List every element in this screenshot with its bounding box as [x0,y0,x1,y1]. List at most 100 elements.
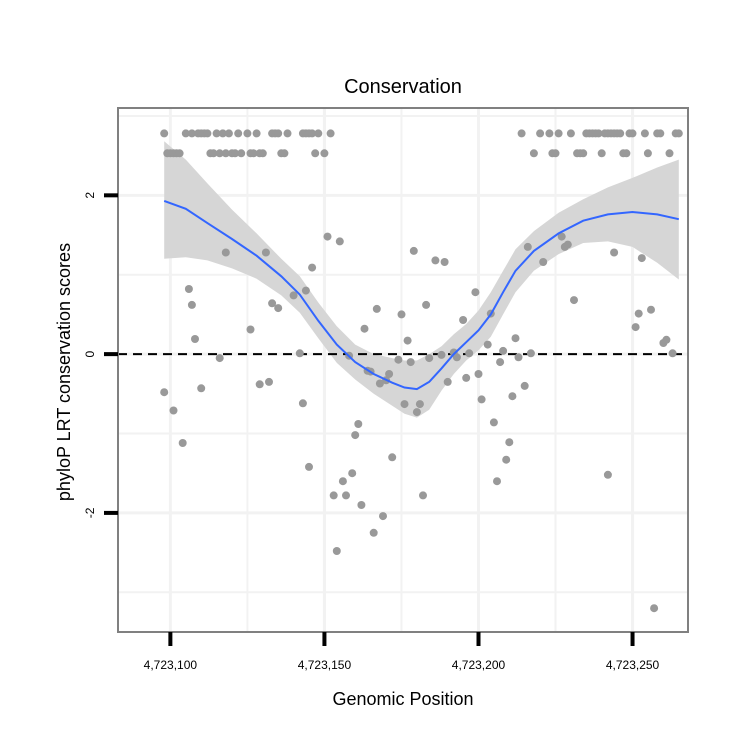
data-point-39 [311,149,320,158]
data-point-55 [265,377,273,386]
data-point-83 [385,370,394,378]
data-point-86 [397,310,406,319]
data-point-116 [508,392,517,401]
data-point-48 [191,335,199,343]
data-point-94 [422,300,431,309]
data-point-133 [566,129,575,138]
data-point-102 [459,316,468,324]
data-point-42 [326,129,335,138]
x-axis: 4,723,100 4,723,150 4,723,200 4,723,250 [144,632,660,672]
data-point-73 [354,420,363,428]
data-point-117 [511,334,520,343]
data-point-60 [298,399,307,408]
data-point-87 [400,400,409,409]
data-point-51 [221,248,230,257]
data-point-114 [502,455,511,464]
data-point-104 [465,349,474,358]
data-point-162 [656,129,665,138]
data-point-56 [268,299,277,308]
data-point-33 [280,149,289,158]
data-point-128 [551,149,560,158]
data-point-99 [443,377,452,386]
data-point-97 [437,350,446,359]
data-point-160 [650,604,659,613]
data-point-38 [308,129,317,138]
data-point-16 [218,129,227,138]
smooth-curve-layer [163,199,680,391]
data-point-23 [243,129,252,138]
data-point-103 [462,373,471,382]
data-point-43 [160,388,169,397]
data-point-18 [224,129,233,138]
points-layer [160,129,683,613]
x-tick-label-3: 4,723,250 [606,658,660,672]
plot-panel-border [117,107,689,633]
data-point-6 [181,129,190,138]
confidence-ribbon [164,141,679,418]
data-point-53 [255,380,264,389]
data-point-44 [169,406,178,415]
data-point-164 [662,335,671,344]
data-point-14 [212,129,221,138]
data-point-81 [379,512,387,521]
data-point-63 [308,263,317,272]
data-point-26 [252,129,261,138]
data-point-166 [668,349,677,358]
data-point-157 [640,129,649,138]
data-point-170 [610,248,619,257]
x-tick-label-2: 4,723,200 [452,658,506,672]
data-point-31 [274,129,283,138]
data-point-67 [335,237,344,246]
data-point-123 [517,129,526,138]
data-point-96 [431,256,440,265]
data-point-74 [357,501,366,509]
data-point-129 [554,129,563,138]
data-point-52 [246,325,255,334]
data-point-13 [209,149,218,158]
data-point-61 [301,286,310,295]
data-point-47 [187,300,196,309]
data-point-21 [234,129,243,138]
x-tick-label-1: 4,723,150 [298,658,352,672]
data-point-151 [622,149,631,158]
data-point-84 [388,453,397,462]
data-point-91 [412,408,421,417]
data-point-89 [406,358,415,367]
data-point-85 [394,355,403,364]
data-point-111 [493,477,501,486]
data-point-90 [409,246,418,255]
data-point-165 [665,149,674,158]
data-point-118 [514,353,523,362]
data-point-115 [505,438,514,447]
data-point-25 [249,149,258,158]
x-axis-title: Genomic Position [332,689,473,709]
data-point-92 [415,400,424,409]
data-point-66 [332,547,341,555]
y-axis: -2 0 2 [83,192,118,518]
data-point-20 [231,149,240,158]
data-point-105 [471,288,480,297]
data-point-122 [529,149,538,158]
chart-title: Conservation [344,76,462,98]
data-point-65 [329,491,338,500]
data-point-64 [323,232,332,241]
data-point-106 [474,370,483,378]
data-point-107 [477,395,486,404]
data-point-95 [425,354,434,363]
data-point-98 [440,258,449,266]
y-axis-title: phyloP LRT conservation scores [54,243,74,501]
y-tick-label-2: 2 [83,192,97,199]
data-point-113 [499,346,508,355]
data-point-0 [160,129,169,138]
loess-fit-line [163,199,680,391]
data-point-40 [314,129,323,138]
data-point-149 [616,129,625,138]
data-point-155 [634,309,643,318]
data-point-59 [295,349,304,358]
data-point-121 [526,349,535,358]
data-point-79 [372,304,381,313]
data-point-132 [563,240,572,249]
data-point-93 [419,491,427,500]
data-point-11 [203,129,212,138]
